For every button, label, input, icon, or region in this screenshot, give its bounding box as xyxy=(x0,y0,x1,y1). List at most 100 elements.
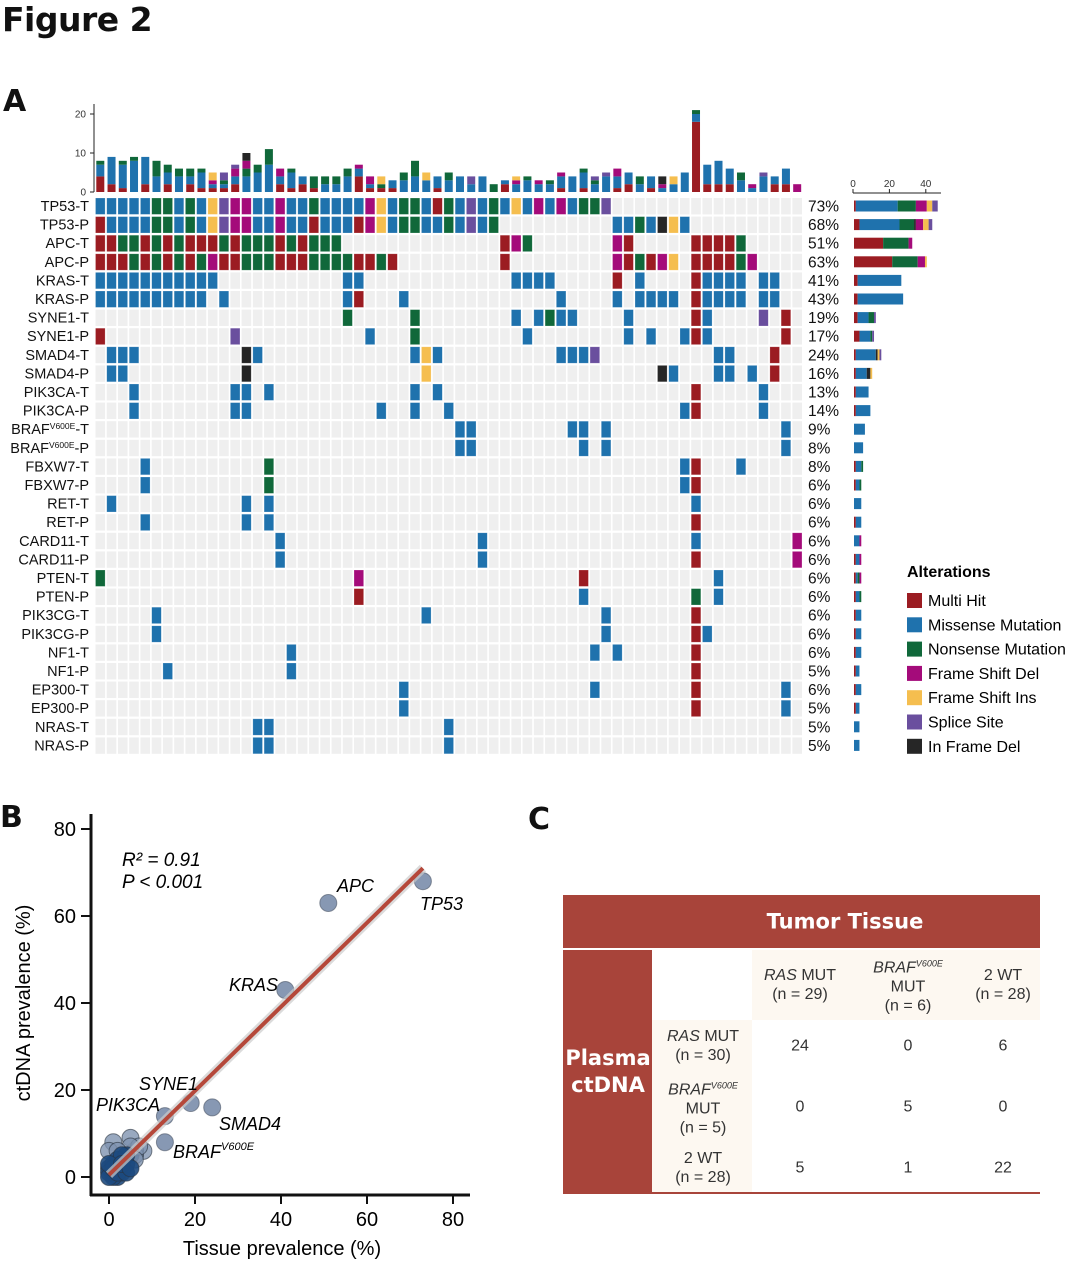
empty-cell xyxy=(174,644,184,661)
top-bar-segment xyxy=(658,188,667,192)
empty-cell xyxy=(556,588,566,605)
empty-cell xyxy=(567,216,578,233)
right-bar-segment xyxy=(854,330,860,342)
right-bar-segment xyxy=(857,274,902,286)
top-bar-segment xyxy=(276,176,285,185)
alteration-cell xyxy=(342,197,353,215)
empty-cell xyxy=(747,737,758,754)
empty-cell xyxy=(657,439,668,457)
empty-cell xyxy=(331,718,342,736)
empty-cell xyxy=(342,737,353,754)
empty-cell xyxy=(511,663,521,680)
empty-cell xyxy=(162,514,173,531)
top-bar-segment xyxy=(253,164,262,173)
top-bar-segment xyxy=(231,184,240,192)
empty-cell xyxy=(398,235,409,252)
empty-cell xyxy=(443,495,454,512)
right-bar-segment xyxy=(928,219,933,231)
empty-cell xyxy=(309,588,319,605)
empty-cell xyxy=(331,346,342,364)
empty-cell xyxy=(354,477,364,494)
empty-cell xyxy=(601,681,611,698)
empty-cell xyxy=(724,551,735,568)
empty-cell xyxy=(635,402,645,419)
empty-cell xyxy=(758,588,769,605)
empty-cell xyxy=(747,384,758,401)
empty-cell xyxy=(252,588,263,605)
alteration-cell xyxy=(128,216,140,234)
empty-cell xyxy=(286,309,297,326)
empty-cell xyxy=(500,477,510,494)
empty-cell xyxy=(601,588,611,605)
empty-cell xyxy=(106,644,117,661)
empty-cell xyxy=(623,402,634,419)
empty-cell xyxy=(679,644,690,661)
empty-cell xyxy=(567,551,578,568)
right-bar-segment xyxy=(854,405,856,417)
alteration-cell xyxy=(589,681,600,699)
empty-cell xyxy=(758,644,769,661)
alteration-cell xyxy=(263,513,275,531)
empty-cell xyxy=(151,328,162,345)
empty-cell xyxy=(117,625,128,643)
empty-cell xyxy=(668,421,679,438)
empty-cell xyxy=(421,644,432,661)
empty-cell xyxy=(488,625,499,643)
empty-cell xyxy=(129,718,139,736)
empty-cell xyxy=(679,365,690,382)
alteration-cell xyxy=(713,569,724,587)
alteration-cell xyxy=(792,532,803,550)
top-bar-segment xyxy=(118,164,127,189)
empty-cell xyxy=(635,718,645,736)
empty-cell xyxy=(297,570,308,587)
alteration-cell xyxy=(286,216,297,234)
empty-cell xyxy=(488,309,499,326)
empty-cell xyxy=(747,532,758,550)
right-bar-segment xyxy=(855,591,860,603)
empty-cell xyxy=(252,625,263,643)
empty-cell xyxy=(455,346,465,364)
empty-cell xyxy=(207,625,218,643)
empty-cell xyxy=(95,477,106,494)
empty-cell xyxy=(758,625,769,643)
empty-cell xyxy=(567,737,578,754)
empty-cell xyxy=(252,439,263,457)
empty-cell xyxy=(522,477,533,494)
empty-cell xyxy=(724,328,735,345)
empty-cell xyxy=(522,570,533,587)
alteration-cell xyxy=(241,197,252,215)
empty-cell xyxy=(668,644,679,661)
empty-cell xyxy=(286,514,297,531)
empty-cell xyxy=(455,570,465,587)
alteration-cell xyxy=(241,365,252,383)
empty-cell xyxy=(443,291,454,308)
empty-cell xyxy=(646,421,656,438)
empty-cell xyxy=(185,309,196,326)
empty-cell xyxy=(185,588,196,605)
empty-cell xyxy=(466,644,477,661)
alteration-cell xyxy=(634,272,645,290)
empty-cell xyxy=(747,216,758,233)
empty-cell xyxy=(488,532,499,550)
empty-cell xyxy=(140,346,151,364)
empty-cell xyxy=(443,532,454,550)
row-percent: 6% xyxy=(808,478,831,495)
empty-cell xyxy=(533,365,544,382)
empty-cell xyxy=(354,532,364,550)
empty-cell xyxy=(702,737,713,754)
legend-label: In Frame Del xyxy=(928,739,1020,756)
right-bar-segment xyxy=(859,591,862,603)
empty-cell xyxy=(95,663,106,680)
alteration-cell xyxy=(690,551,702,569)
empty-cell xyxy=(286,495,297,512)
empty-cell xyxy=(724,737,735,754)
gene-row-label: RET-T xyxy=(47,497,89,513)
empty-cell xyxy=(196,625,207,643)
empty-cell xyxy=(185,384,196,401)
empty-cell xyxy=(635,551,645,568)
empty-cell xyxy=(219,570,229,587)
empty-cell xyxy=(106,551,117,568)
gene-row-label: EP300-P xyxy=(31,701,89,717)
empty-cell xyxy=(117,663,128,680)
alteration-cell xyxy=(589,644,600,662)
